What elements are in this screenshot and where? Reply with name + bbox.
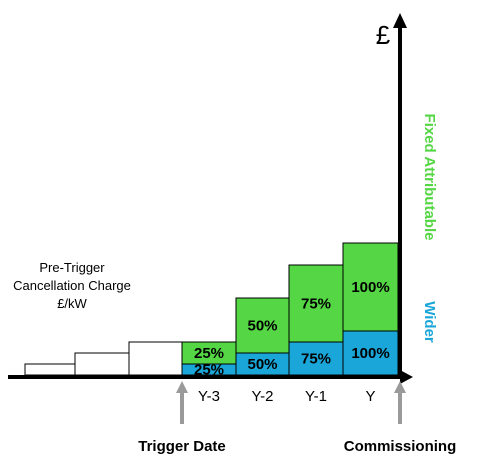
currency-symbol: £: [376, 20, 391, 50]
markers: Trigger Date Commissioning: [138, 381, 456, 455]
bar-fixed-Y-1: [288, 264, 344, 343]
bar-label-fixed-Y-1: 75%: [301, 296, 331, 313]
x-tick-Y: Y: [365, 388, 375, 405]
marker-arrow-head-2: [394, 381, 406, 393]
bar-label-fixed-Y: 100%: [351, 279, 389, 296]
bars: 25%25% 50% 50% 75% 75% 100% 100%: [181, 242, 399, 379]
bar-label-fixed-Y-2: 50%: [247, 318, 277, 335]
bar-label-wider-Y: 100%: [351, 345, 389, 362]
y-axis-arrow: [393, 13, 407, 28]
bar-label-fixed-Y-3: 25%: [194, 345, 224, 362]
bar-label-wider-Y-2: 50%: [247, 356, 277, 373]
pre-trigger-label-line-2: Cancellation Charge: [13, 278, 131, 293]
pre-trigger-steps: [24, 341, 183, 376]
x-tick-Y-1: Y-1: [305, 388, 327, 405]
x-tick-labels: Y-3 Y-2 Y-1 Y: [198, 388, 375, 405]
legend-fixed-attributable: Fixed Attributable: [421, 114, 438, 241]
x-tick-Y-3: Y-3: [198, 388, 220, 405]
bar-label-wider-Y-1: 75%: [301, 351, 331, 368]
x-axis-arrow: [400, 370, 413, 384]
marker-label-2: Commissioning: [344, 438, 457, 455]
pre-trigger-step-2: [74, 352, 130, 376]
bar-label-wider-Y-3: 25%: [194, 362, 224, 379]
marker-arrow-head-1: [176, 381, 188, 393]
legend-wider: Wider: [421, 301, 438, 343]
bar-fixed-Y: [342, 242, 399, 332]
marker-label-1: Trigger Date: [138, 438, 226, 455]
pre-trigger-step-3: [128, 341, 183, 376]
pre-trigger-step-1: [24, 363, 76, 376]
pre-trigger-label-line-1: Pre-Trigger: [39, 260, 105, 275]
pre-trigger-label-line-3: £/kW: [57, 296, 87, 311]
x-tick-Y-2: Y-2: [252, 388, 274, 405]
bar-fixed-Y-2: [235, 297, 290, 354]
